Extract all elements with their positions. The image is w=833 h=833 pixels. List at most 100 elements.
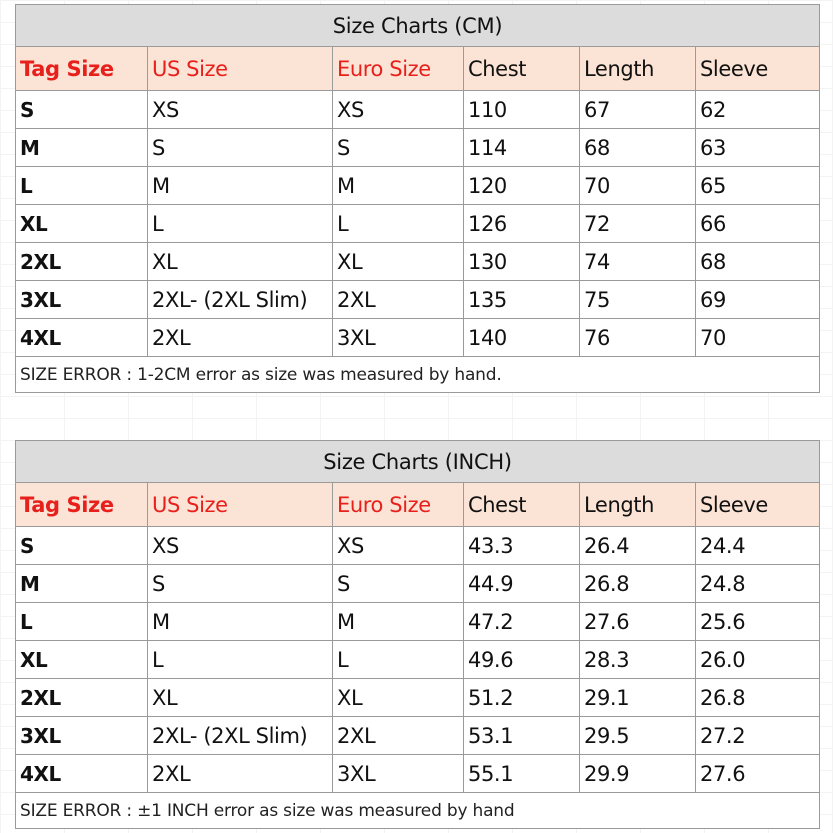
euro-size-cell: 3XL [333, 319, 464, 356]
size-error-note: SIZE ERROR : ±1 INCH error as size was m… [20, 800, 515, 821]
header-sleeve: Sleeve [700, 56, 768, 81]
us-size-cell: M [148, 167, 333, 204]
tag-size-cell: 3XL [16, 281, 148, 318]
tag-size-cell: S [16, 527, 148, 564]
tag-size-cell: 2XL [16, 679, 148, 716]
us-size-cell: L [148, 641, 333, 678]
header-us-size: US Size [148, 47, 333, 90]
us-size-cell: 2XL [148, 319, 333, 356]
length-cell: 28.3 [580, 641, 696, 678]
sleeve-cell: 66 [700, 211, 726, 236]
header-tag-size: Tag Size [16, 483, 148, 526]
chest-cell: 55.1 [464, 755, 580, 792]
sleeve-cell: 26.0 [700, 647, 746, 672]
length-cell: 67 [580, 91, 696, 128]
sleeve-cell: 27.2 [700, 723, 746, 748]
sleeve-cell: 26.8 [700, 685, 746, 710]
us-size-cell: 2XL- (2XL Slim) [148, 717, 333, 754]
length-cell: 68 [580, 129, 696, 166]
length-cell: 75 [580, 281, 696, 318]
table-row: M S S 114 68 63 [16, 129, 819, 167]
chest-cell: 114 [464, 129, 580, 166]
chart-title: Size Charts (INCH) [16, 441, 819, 483]
chest-cell: 135 [464, 281, 580, 318]
euro-size-cell: 2XL [333, 281, 464, 318]
size-error-note: SIZE ERROR : 1-2CM error as size was mea… [20, 364, 502, 385]
size-chart-inch: Size Charts (INCH) Tag Size US Size Euro… [15, 440, 820, 829]
table-row: 4XL 2XL 3XL 55.1 29.9 27.6 [16, 755, 819, 793]
chest-cell: 43.3 [464, 527, 580, 564]
chart-title: Size Charts (CM) [16, 5, 819, 47]
chest-cell: 53.1 [464, 717, 580, 754]
chest-cell: 47.2 [464, 603, 580, 640]
length-cell: 70 [580, 167, 696, 204]
us-size-cell: M [148, 603, 333, 640]
sleeve-cell: 25.6 [700, 609, 746, 634]
tag-size-cell: 2XL [16, 243, 148, 280]
table-row: S XS XS 110 67 62 [16, 91, 819, 129]
tag-size-cell: M [16, 129, 148, 166]
euro-size-cell: XS [333, 91, 464, 128]
us-size-cell: S [148, 129, 333, 166]
euro-size-cell: L [333, 205, 464, 242]
euro-size-cell: XL [333, 679, 464, 716]
us-size-cell: L [148, 205, 333, 242]
table-row: L M M 120 70 65 [16, 167, 819, 205]
tag-size-cell: 4XL [16, 319, 148, 356]
table-row: 2XL XL XL 130 74 68 [16, 243, 819, 281]
us-size-cell: XL [148, 679, 333, 716]
length-cell: 27.6 [580, 603, 696, 640]
chest-cell: 110 [464, 91, 580, 128]
header-length: Length [580, 47, 696, 90]
sleeve-cell: 24.8 [700, 571, 746, 596]
us-size-cell: S [148, 565, 333, 602]
sleeve-cell: 63 [700, 135, 726, 160]
header-sleeve: Sleeve [700, 492, 768, 517]
tag-size-cell: XL [16, 205, 148, 242]
header-chest: Chest [464, 47, 580, 90]
us-size-cell: XS [148, 91, 333, 128]
size-chart-cm: Size Charts (CM) Tag Size US Size Euro S… [15, 4, 820, 393]
chest-cell: 130 [464, 243, 580, 280]
tag-size-cell: XL [16, 641, 148, 678]
header-euro-size: Euro Size [333, 47, 464, 90]
sleeve-cell: 70 [700, 325, 726, 350]
sleeve-cell: 24.4 [700, 533, 746, 558]
tag-size-cell: M [16, 565, 148, 602]
us-size-cell: XL [148, 243, 333, 280]
table-row: 3XL 2XL- (2XL Slim) 2XL 53.1 29.5 27.2 [16, 717, 819, 755]
euro-size-cell: S [333, 129, 464, 166]
table-row: 4XL 2XL 3XL 140 76 70 [16, 319, 819, 357]
sleeve-cell: 65 [700, 173, 726, 198]
table-row: L M M 47.2 27.6 25.6 [16, 603, 819, 641]
chest-cell: 126 [464, 205, 580, 242]
chest-cell: 140 [464, 319, 580, 356]
table-row: S XS XS 43.3 26.4 24.4 [16, 527, 819, 565]
sleeve-cell: 69 [700, 287, 726, 312]
chest-cell: 44.9 [464, 565, 580, 602]
length-cell: 72 [580, 205, 696, 242]
chest-cell: 120 [464, 167, 580, 204]
tag-size-cell: 4XL [16, 755, 148, 792]
euro-size-cell: 3XL [333, 755, 464, 792]
sleeve-cell: 62 [700, 97, 726, 122]
us-size-cell: 2XL- (2XL Slim) [148, 281, 333, 318]
chest-cell: 49.6 [464, 641, 580, 678]
header-euro-size: Euro Size [333, 483, 464, 526]
header-row: Tag Size US Size Euro Size Chest Length … [16, 483, 819, 527]
euro-size-cell: S [333, 565, 464, 602]
table-row: XL L L 126 72 66 [16, 205, 819, 243]
header-us-size: US Size [148, 483, 333, 526]
length-cell: 29.5 [580, 717, 696, 754]
length-cell: 26.4 [580, 527, 696, 564]
header-chest: Chest [464, 483, 580, 526]
header-length: Length [580, 483, 696, 526]
length-cell: 26.8 [580, 565, 696, 602]
length-cell: 76 [580, 319, 696, 356]
euro-size-cell: M [333, 167, 464, 204]
euro-size-cell: M [333, 603, 464, 640]
euro-size-cell: XS [333, 527, 464, 564]
header-row: Tag Size US Size Euro Size Chest Length … [16, 47, 819, 91]
table-row: M S S 44.9 26.8 24.8 [16, 565, 819, 603]
tag-size-cell: 3XL [16, 717, 148, 754]
